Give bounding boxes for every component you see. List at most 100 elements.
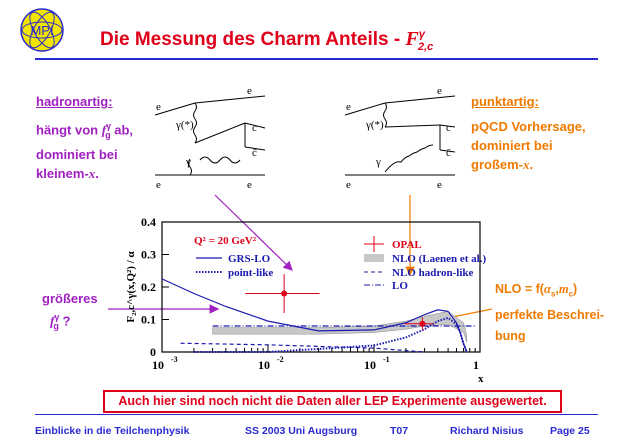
nlo-alpha-sub: s (550, 289, 556, 299)
nlo-alpha: α (543, 282, 551, 296)
right-line-3-text: großem- (471, 157, 523, 172)
diag-right-cbar: c̄ (446, 147, 451, 159)
charm-f2-chart: 0 0.1 0.2 0.3 0.4 10 -3 10 -2 10 -1 1x F₂,c^γ(x,Q²) … (125, 215, 486, 385)
nlo-m: m (558, 282, 569, 296)
left-line-1-sub: g (105, 129, 111, 140)
left-panel: hadronartig: hängt von fγg ab, dominiert… (36, 92, 133, 183)
left-line-1-sym: f (101, 122, 107, 138)
legend-lo: LO (392, 280, 408, 292)
x-tick-label: 10 (152, 358, 164, 372)
bottom-note: Auch hier sind noch nicht die Daten alle… (103, 390, 562, 413)
y-tick-label: 0.4 (141, 215, 156, 229)
series-grs-lo (161, 278, 468, 353)
nlo-line-1: NLO = f(αs,mc) (495, 279, 604, 305)
legend-opal: OPAL (392, 239, 422, 251)
diagram-right-labels: e e e e γ(*) γ c c̄ (346, 85, 451, 191)
diag-left-c: c (252, 122, 257, 134)
footer-author: Richard Nisius (450, 425, 524, 437)
question-sub: g (53, 320, 59, 331)
y-tick-label: 0.2 (141, 280, 156, 294)
title-sub: 2,c (417, 40, 434, 53)
nlo-comma: , (555, 282, 559, 296)
diag-right-gamma-star: γ(*) (365, 119, 384, 131)
question-sym: f (50, 313, 55, 329)
footer-term: SS 2003 Uni Augsburg (245, 425, 358, 437)
right-line-2: dominiert bei (471, 138, 553, 153)
x-tick-label: 10 (364, 358, 376, 372)
diag-left-e1: e (156, 101, 161, 113)
series-nlo-hadron-like (180, 342, 425, 353)
right-line-1: pQCD Vorhersage, (471, 119, 586, 134)
diag-right-c: c (446, 122, 451, 134)
legend-point-like: point-like (228, 267, 273, 279)
diagram-left-labels: e e e e γ(*) γ c c̄ (156, 85, 257, 191)
question-line-2: fγg ? (50, 308, 98, 335)
page-title: Die Messung des Charm Anteils - Fγ2,c (100, 28, 433, 53)
diag-right-e4: e (437, 179, 442, 191)
left-line-1: hängt von fγg ab, (36, 117, 133, 145)
x-tick-exp: -3 (171, 355, 178, 364)
y-tick-label: 0.1 (141, 313, 156, 327)
left-line-3-text: kleinem- (36, 165, 89, 181)
diag-left-e3: e (156, 179, 161, 191)
diagram-point-like (344, 95, 456, 176)
x-tick-exp: -2 (277, 355, 284, 364)
logo-text: MPI (30, 23, 53, 38)
question-end: ? (62, 313, 71, 329)
legend-grs-lo: GRS-LO (228, 253, 271, 265)
legend-band-swatch (364, 254, 384, 262)
left-question: größeres fγg ? (42, 290, 98, 335)
left-line-3: kleinem-x. (36, 164, 133, 183)
series-point-like (193, 316, 468, 353)
left-line-2: dominiert bei (36, 146, 118, 162)
question-line-1: größeres (42, 291, 98, 306)
arrow-hadron-like (214, 194, 293, 271)
right-line-3: großem-x. (471, 155, 586, 174)
footer-course: Einblicke in die Teilchenphysik (35, 425, 190, 437)
footer-code: T07 (390, 425, 409, 437)
title-symbol: F (405, 28, 419, 50)
x-tick-exp: -1 (383, 355, 390, 364)
opal-point (281, 290, 288, 297)
legend-nlo-hadron: NLO hadron-like (392, 267, 474, 279)
diag-right-gamma: γ (375, 156, 381, 168)
x-tick-label: 1 (473, 358, 479, 372)
left-line-3-sym: x (88, 165, 96, 181)
diag-right-e3: e (346, 179, 351, 191)
nlo-close: ) (573, 282, 578, 296)
nlo-line-1-text: NLO = f( (495, 282, 544, 296)
nlo-m-sub: c (568, 289, 574, 299)
diag-left-cbar: c̄ (252, 147, 257, 159)
legend-nlo-laenen: NLO (Laenen et al.) (392, 253, 486, 265)
nlo-note: NLO = f(αs,mc) perfekte Beschrei- bung (495, 279, 604, 347)
mpi-logo: MPI (20, 8, 64, 52)
header-rule (35, 58, 598, 60)
left-heading: hadronartig: (36, 94, 113, 109)
x-axis-label: x (478, 373, 484, 385)
footer-page: Page 25 (550, 425, 590, 437)
diag-right-e1: e (346, 101, 351, 113)
question-sup: γ (54, 312, 60, 322)
left-line-1-sup: γ (106, 121, 112, 131)
y-tick-label: 0.3 (141, 248, 156, 262)
left-line-1-text: hängt von (36, 122, 99, 138)
diag-left-gamma: γ (185, 156, 191, 168)
diag-left-gamma-star: γ(*) (175, 119, 194, 131)
diag-right-e2: e (437, 85, 442, 97)
title-sup: γ (418, 28, 425, 41)
footer-rule (35, 414, 598, 415)
diagram-hadron-like (154, 95, 266, 176)
y-tick-label: 0 (150, 345, 156, 359)
left-line-3-end: . (95, 165, 99, 181)
right-line-3-end: . (529, 157, 534, 172)
diag-left-e2: e (247, 85, 252, 97)
right-line-3-sym: x (523, 157, 530, 172)
diag-left-e4: e (247, 179, 252, 191)
nlo-line-3: bung (495, 328, 526, 343)
x-tick-label: 10 (258, 358, 270, 372)
y-axis-label: F₂,c^γ(x,Q²) / α (125, 250, 137, 322)
band-nlo-laenen (212, 311, 468, 343)
title-text: Die Messung des Charm Anteils - (100, 29, 401, 50)
nlo-line-2: perfekte Beschrei- (495, 307, 605, 322)
